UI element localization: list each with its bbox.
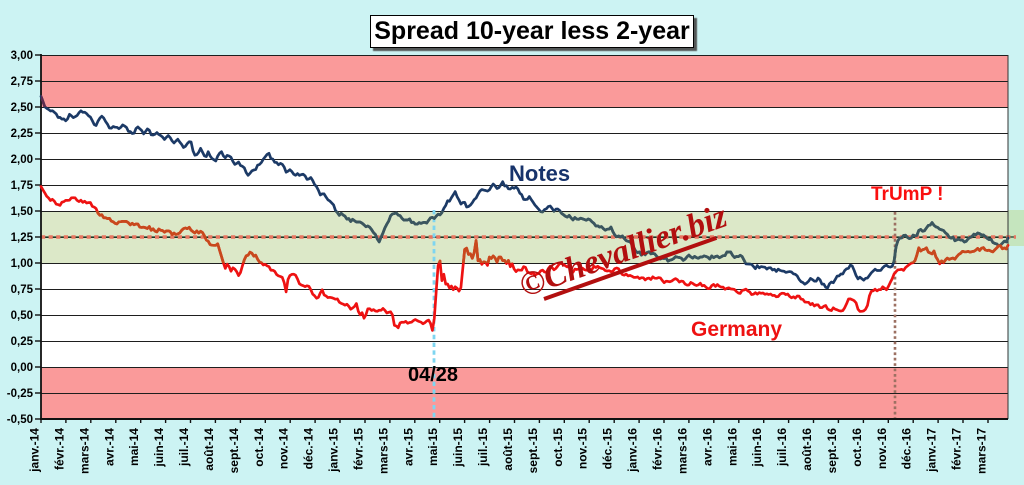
- svg-text:avr.-16: avr.-16: [700, 428, 714, 466]
- svg-text:août-14: août-14: [202, 428, 216, 471]
- svg-text:nov.-14: nov.-14: [277, 428, 291, 469]
- svg-text:1,50: 1,50: [11, 206, 33, 218]
- svg-text:juin-14: juin-14: [152, 428, 166, 468]
- svg-text:août-16: août-16: [800, 428, 814, 471]
- svg-text:déc.-14: déc.-14: [302, 428, 316, 470]
- svg-text:déc.-15: déc.-15: [601, 428, 615, 470]
- svg-text:sept.-14: sept.-14: [227, 428, 241, 474]
- svg-text:juin-16: juin-16: [750, 428, 764, 468]
- svg-text:juil.-14: juil.-14: [177, 428, 191, 467]
- svg-text:janv.-15: janv.-15: [327, 428, 341, 473]
- svg-text:janv.-16: janv.-16: [626, 428, 640, 473]
- svg-text:janv.-17: janv.-17: [925, 428, 939, 473]
- svg-text:oct.-14: oct.-14: [252, 428, 266, 467]
- svg-text:juil.-15: juil.-15: [476, 428, 490, 467]
- svg-text:févr.-14: févr.-14: [52, 428, 66, 470]
- svg-text:févr.-16: févr.-16: [651, 428, 665, 470]
- svg-text:mars-16: mars-16: [675, 428, 689, 474]
- svg-text:0,25: 0,25: [11, 336, 34, 348]
- svg-text:0,75: 0,75: [11, 284, 34, 296]
- svg-text:nov.-16: nov.-16: [875, 428, 889, 469]
- svg-text:mars-14: mars-14: [77, 428, 91, 474]
- svg-text:2,25: 2,25: [11, 128, 34, 140]
- svg-text:août-15: août-15: [501, 428, 515, 471]
- svg-text:févr.-15: févr.-15: [352, 428, 366, 470]
- svg-text:mai-15: mai-15: [426, 428, 440, 466]
- svg-text:déc.-16: déc.-16: [900, 428, 914, 470]
- svg-text:juil.-16: juil.-16: [775, 428, 789, 467]
- svg-text:avr.-14: avr.-14: [102, 428, 116, 466]
- svg-text:2,00: 2,00: [11, 154, 33, 166]
- svg-text:-0,25: -0,25: [7, 388, 34, 400]
- svg-text:2,50: 2,50: [11, 102, 33, 114]
- svg-text:0,00: 0,00: [11, 362, 33, 374]
- svg-text:mars-17: mars-17: [975, 428, 989, 474]
- svg-text:janv.-14: janv.-14: [28, 428, 42, 473]
- svg-text:nov.-15: nov.-15: [576, 428, 590, 469]
- svg-text:avr.-15: avr.-15: [401, 428, 415, 466]
- svg-text:1,75: 1,75: [11, 180, 34, 192]
- svg-text:-0,50: -0,50: [7, 414, 33, 426]
- svg-text:1,25: 1,25: [11, 232, 34, 244]
- svg-text:1,00: 1,00: [11, 258, 33, 270]
- svg-text:févr.-17: févr.-17: [950, 428, 964, 470]
- svg-text:mai-14: mai-14: [127, 428, 141, 466]
- svg-text:3,00: 3,00: [11, 50, 33, 62]
- svg-text:mai-16: mai-16: [725, 428, 739, 466]
- svg-text:oct.-16: oct.-16: [850, 428, 864, 467]
- svg-text:0,50: 0,50: [11, 310, 33, 322]
- svg-text:sept.-16: sept.-16: [825, 428, 839, 474]
- svg-text:oct.-15: oct.-15: [551, 428, 565, 467]
- svg-text:mars-15: mars-15: [376, 428, 390, 474]
- svg-text:2,75: 2,75: [11, 76, 34, 88]
- svg-text:sept.-15: sept.-15: [526, 428, 540, 474]
- svg-text:juin-15: juin-15: [451, 428, 465, 468]
